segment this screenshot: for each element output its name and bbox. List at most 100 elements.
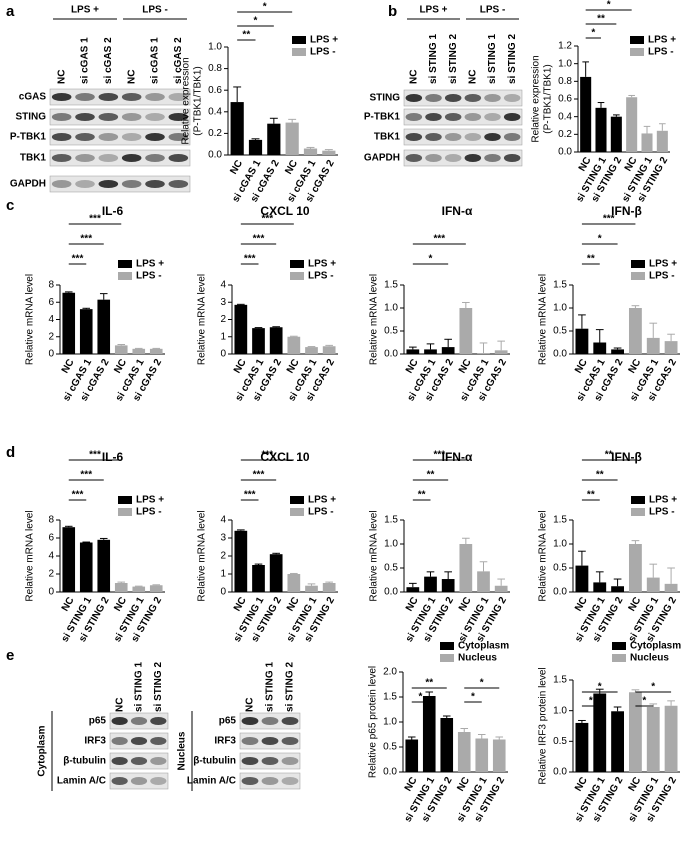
bar bbox=[628, 308, 642, 354]
legend-swatch bbox=[118, 508, 132, 516]
bar bbox=[646, 706, 660, 772]
significance-label: ** bbox=[605, 450, 613, 461]
blot-band bbox=[145, 154, 165, 162]
lane-label: NC bbox=[245, 698, 256, 712]
bar bbox=[494, 350, 508, 354]
y-axis-label: Relative mRNA level bbox=[197, 510, 208, 601]
blot-band bbox=[150, 717, 167, 725]
legend-label: LPS - bbox=[308, 271, 334, 282]
chart-title: CXCL 10 bbox=[260, 450, 309, 464]
legend-label: LPS + bbox=[649, 495, 677, 506]
y-tick-label: 0.0 bbox=[208, 150, 222, 161]
bar bbox=[149, 348, 163, 354]
lane-label: si STING 1 bbox=[487, 34, 498, 84]
blot-band bbox=[425, 154, 442, 162]
y-tick-label: 0 bbox=[220, 349, 226, 360]
blot-band bbox=[121, 133, 142, 141]
legend-label: LPS + bbox=[648, 35, 676, 46]
legend-label: LPS + bbox=[308, 259, 336, 270]
x-tick-label: NC bbox=[112, 595, 129, 613]
significance-label: * bbox=[598, 682, 602, 693]
significance-label: *** bbox=[603, 214, 615, 225]
x-tick-label: NC bbox=[627, 357, 644, 375]
y-tick-label: 1.0 bbox=[553, 539, 567, 550]
blot-band bbox=[503, 113, 521, 121]
significance-label: *** bbox=[72, 490, 84, 501]
row-label: β-tubulin bbox=[63, 756, 106, 767]
y-axis-label: Relative mRNA level bbox=[538, 510, 549, 601]
y-tick-label: 0.8 bbox=[558, 76, 572, 87]
legend-swatch bbox=[630, 48, 644, 56]
lane-label: si STING 1 bbox=[265, 662, 276, 712]
y-tick-label: 8 bbox=[48, 515, 54, 526]
significance-label: * bbox=[254, 16, 258, 27]
significance-label: ** bbox=[418, 490, 426, 501]
blot-band bbox=[464, 133, 482, 141]
bar bbox=[97, 539, 111, 592]
x-tick-label: NC bbox=[573, 357, 590, 375]
y-tick-label: 1.0 bbox=[208, 42, 222, 53]
bar bbox=[269, 327, 283, 354]
lane-label: si STING 1 bbox=[134, 662, 145, 712]
x-tick-label: NC bbox=[285, 595, 302, 613]
bar bbox=[641, 133, 653, 152]
group-label: LPS + bbox=[71, 5, 99, 16]
row-label: β-tubulin bbox=[193, 756, 236, 767]
significance-label: *** bbox=[80, 234, 92, 245]
y-tick-label: 6 bbox=[48, 533, 54, 544]
blot-band bbox=[464, 113, 482, 121]
y-tick-label: 0.5 bbox=[553, 736, 567, 747]
blot-band bbox=[150, 777, 167, 785]
legend-swatch bbox=[118, 260, 132, 268]
blot-band bbox=[98, 154, 119, 162]
blot-band bbox=[168, 154, 189, 162]
row-label: p65 bbox=[219, 716, 237, 727]
bar bbox=[610, 116, 622, 152]
side-label: Cytoplasm bbox=[37, 725, 48, 776]
lane-label: NC bbox=[114, 698, 125, 712]
lane-label: si STING 2 bbox=[153, 662, 164, 712]
bar bbox=[646, 337, 660, 354]
row-label: IRF3 bbox=[84, 736, 106, 747]
x-tick-label: NC bbox=[457, 595, 474, 613]
legend-label: Nucleus bbox=[630, 653, 669, 664]
bar bbox=[62, 292, 76, 354]
panel-letter: e bbox=[6, 647, 14, 664]
bar bbox=[575, 722, 589, 772]
y-tick-label: 4 bbox=[48, 314, 54, 325]
y-axis-label: Relative mRNA level bbox=[538, 274, 549, 365]
blot-band bbox=[130, 737, 148, 745]
y-tick-label: 1.5 bbox=[553, 280, 567, 291]
y-tick-label: 0.5 bbox=[553, 326, 567, 337]
blot-band bbox=[281, 737, 299, 745]
blot-band bbox=[98, 93, 119, 101]
bar bbox=[441, 579, 455, 592]
blot-band bbox=[425, 94, 442, 102]
blot-band bbox=[145, 113, 165, 121]
y-tick-label: 1.0 bbox=[553, 303, 567, 314]
bar bbox=[252, 565, 265, 592]
significance-label: ** bbox=[587, 254, 595, 265]
lane-label: si STING 1 bbox=[428, 34, 439, 84]
x-tick-label: NC bbox=[403, 775, 420, 793]
bar bbox=[459, 544, 473, 592]
bar bbox=[646, 577, 660, 592]
y-axis-label: (P-TBK1/TBK1) bbox=[543, 64, 554, 133]
bar bbox=[593, 693, 607, 772]
y-tick-label: 1.0 bbox=[553, 705, 567, 716]
legend-swatch bbox=[292, 48, 306, 56]
blot-band bbox=[405, 133, 423, 141]
blot-band bbox=[51, 93, 72, 101]
legend-label: LPS + bbox=[136, 495, 164, 506]
bar bbox=[611, 586, 625, 592]
bar bbox=[287, 574, 301, 592]
legend-label: Cytoplasm bbox=[630, 641, 681, 652]
significance-label: ** bbox=[242, 30, 250, 41]
y-tick-label: 2 bbox=[220, 314, 226, 325]
panel-letter: d bbox=[6, 444, 15, 461]
bar bbox=[575, 328, 589, 354]
x-tick-label: NC bbox=[573, 595, 590, 613]
bar bbox=[440, 718, 454, 772]
row-label: P-TBK1 bbox=[364, 112, 401, 123]
significance-label: *** bbox=[253, 234, 265, 245]
